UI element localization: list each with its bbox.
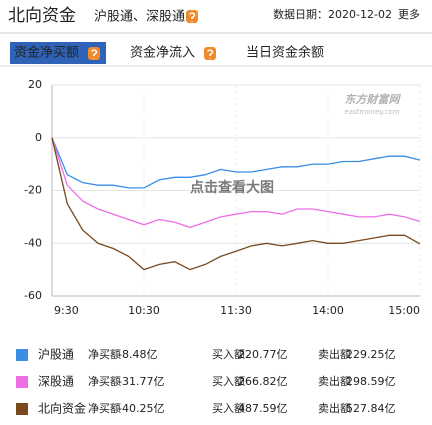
table-value: -31.77亿	[118, 375, 164, 388]
y-tick-label: 0	[35, 131, 42, 144]
table-label: 卖出额	[318, 374, 351, 388]
x-tick-label: 14:00	[312, 304, 344, 317]
legend-swatch	[16, 403, 28, 415]
y-tick-label: 20	[28, 78, 42, 91]
table-label: 买入额	[212, 348, 245, 361]
y-tick-label: -40	[24, 236, 42, 249]
header-subtitle: 沪股通、深股通	[94, 9, 185, 25]
header-title: 北向资金	[8, 6, 76, 26]
watermark-sub: eastmoney.com	[344, 108, 399, 116]
table-value: 298.59亿	[346, 375, 396, 388]
table-value: 527.84亿	[346, 402, 396, 415]
header-date: 数据日期：2020-12-02	[273, 7, 392, 21]
watermark: 东方财富网	[345, 93, 402, 106]
help-icon[interactable]	[204, 47, 216, 60]
table-value: 229.25亿	[346, 348, 396, 361]
help-icon[interactable]	[88, 47, 100, 60]
table-label: 净买额	[88, 374, 121, 388]
table-label: 净买额	[88, 347, 121, 361]
table-label: 买入额	[212, 375, 245, 388]
x-tick-label: 9:30	[54, 304, 79, 317]
y-tick-label: -60	[24, 289, 42, 302]
table-label: 卖出额	[318, 401, 351, 415]
more-link[interactable]: 更多	[398, 7, 420, 21]
help-icon-glyph	[206, 49, 214, 59]
legend-name: 北向资金	[38, 401, 86, 416]
table-value: 220.77亿	[238, 348, 288, 361]
table-label: 净买额	[88, 401, 121, 415]
legend-swatch	[16, 349, 28, 361]
series-line	[51, 137, 421, 229]
table-value: -8.48亿	[118, 348, 157, 361]
series-line	[51, 137, 421, 271]
x-tick-label: 11:30	[220, 304, 252, 317]
x-tick-label: 15:00	[388, 304, 420, 317]
legend-name: 深股通	[38, 375, 74, 389]
overlay-text: 点击查看大图	[190, 179, 274, 196]
table-value: 487.59亿	[238, 402, 288, 415]
tab[interactable]: 资金净买额	[14, 45, 79, 61]
help-icon[interactable]	[186, 10, 198, 23]
help-icon-bg	[186, 10, 198, 23]
help-icon-glyph	[188, 12, 196, 22]
x-tick-label: 10:30	[128, 304, 160, 317]
tab[interactable]: 当日资金余额	[246, 45, 324, 61]
series-line	[51, 137, 421, 189]
help-icon-glyph	[90, 49, 98, 59]
chart[interactable]: 20 0 -20 -40 -60 9:30 10:30 11:30 14:00 15:00 东方财富…	[24, 78, 421, 317]
tab[interactable]: 资金净流入	[130, 45, 195, 61]
legend-swatch	[16, 376, 28, 388]
table-value: -40.25亿	[118, 402, 164, 415]
table-value: 266.82亿	[238, 375, 288, 388]
table-label: 买入额	[212, 402, 245, 415]
table-label: 卖出额	[318, 347, 351, 361]
tab-active-bg	[10, 42, 106, 64]
y-tick-label: -20	[24, 184, 42, 197]
legend-name: 沪股通	[38, 348, 74, 362]
help-icon-bg	[204, 47, 216, 60]
help-icon-bg	[88, 47, 100, 60]
